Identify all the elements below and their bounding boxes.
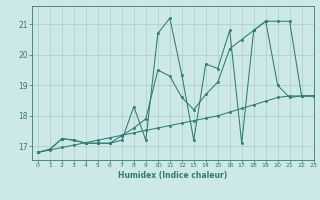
X-axis label: Humidex (Indice chaleur): Humidex (Indice chaleur) [118,171,228,180]
